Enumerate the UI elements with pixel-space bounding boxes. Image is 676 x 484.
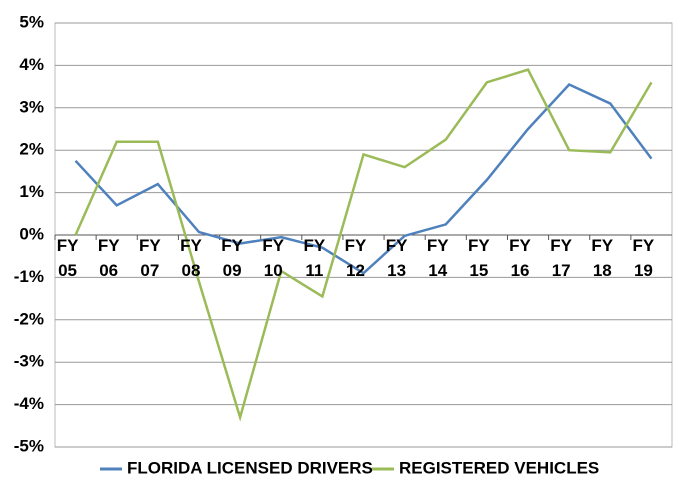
x-tick-label: FY 15 (468, 236, 490, 280)
y-tick-label: 3% (19, 97, 44, 116)
x-tick-label: FY 09 (221, 236, 243, 280)
x-tick-label: FY 18 (591, 236, 614, 280)
x-tick-label: FY 11 (303, 236, 326, 280)
x-tick-label: FY 07 (138, 236, 161, 280)
y-tick-label: 5% (19, 12, 44, 31)
y-tick-label: -3% (14, 352, 44, 371)
legend-label: FLORIDA LICENSED DRIVERS (127, 458, 373, 477)
y-tick-label: -4% (14, 394, 44, 413)
x-tick-label: FY 14 (426, 236, 449, 280)
x-tick-label: FY 05 (56, 236, 79, 280)
x-tick-label: FY 12 (344, 236, 367, 280)
series-line (74, 82, 653, 275)
legend-label: REGISTERED VEHICLES (399, 458, 599, 477)
y-tick-label: -5% (14, 436, 44, 455)
x-tick-label: FY 06 (97, 236, 120, 280)
y-tick-label: 1% (19, 182, 44, 201)
x-tick-label: FY 08 (180, 236, 202, 280)
x-tick-label: FY 10 (262, 236, 285, 280)
x-tick-label: FY 13 (385, 236, 408, 280)
y-tick-label: 0% (19, 224, 44, 243)
x-tick-label: FY 17 (550, 236, 573, 280)
y-tick-label: -1% (14, 267, 44, 286)
y-tick-label: 4% (19, 55, 44, 74)
series-line (74, 68, 653, 422)
x-tick-label: FY 19 (632, 236, 655, 280)
y-tick-label: 2% (19, 140, 44, 159)
x-tick-label: FY 16 (509, 236, 531, 280)
y-tick-label: -2% (14, 309, 44, 328)
